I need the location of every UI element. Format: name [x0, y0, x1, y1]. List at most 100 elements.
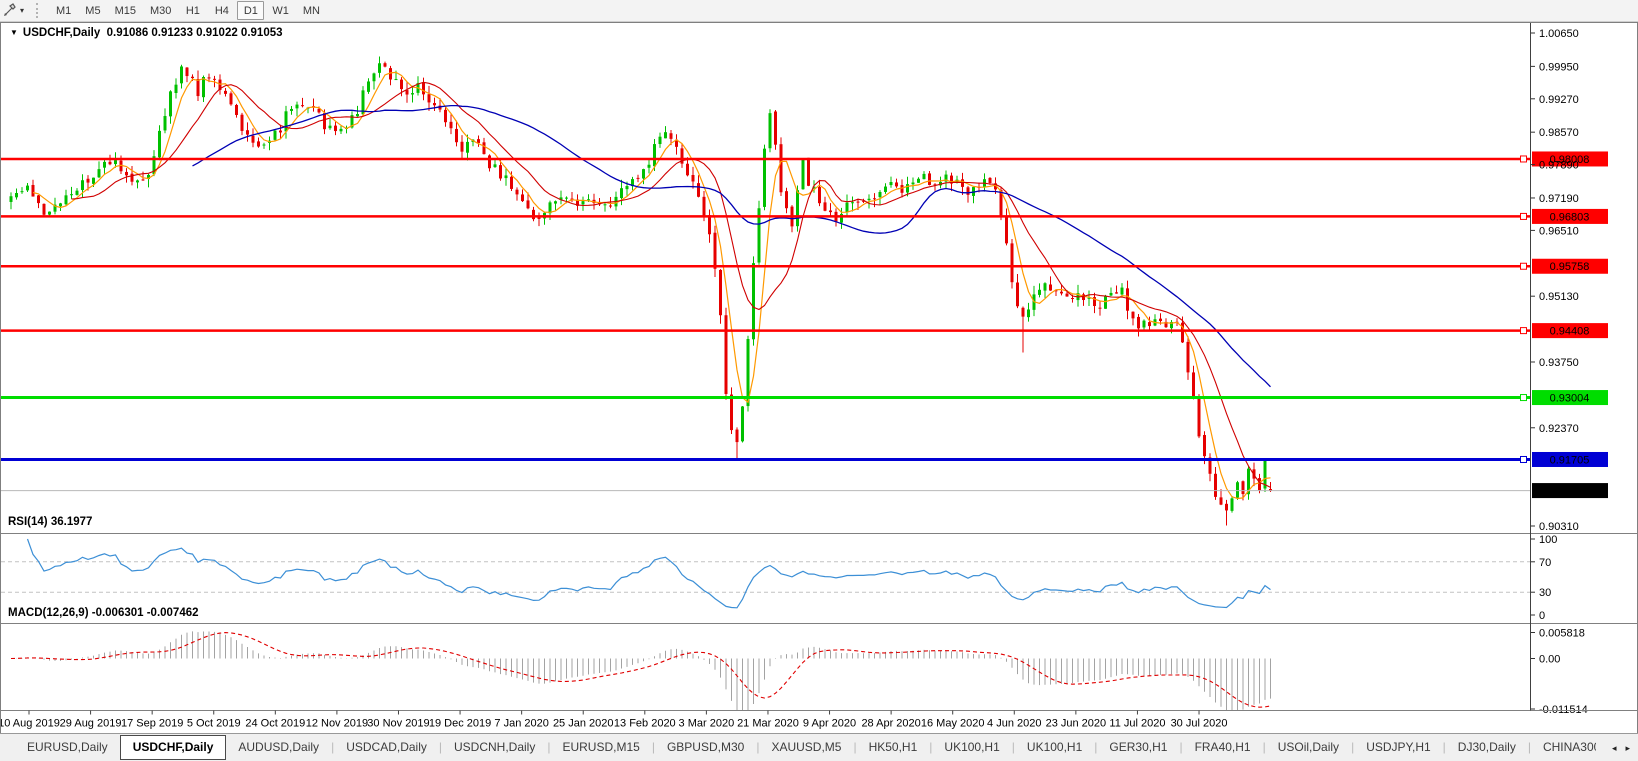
date-label: 30 Nov 2019	[367, 718, 429, 730]
date-label: 13 Feb 2020	[614, 718, 676, 730]
svg-text:0.95130: 0.95130	[1539, 291, 1579, 303]
svg-text:0.99270: 0.99270	[1539, 94, 1579, 106]
horizontal-level-line[interactable]: 0.98008	[1, 151, 1608, 167]
svg-text:0.00: 0.00	[1539, 654, 1560, 666]
timeframe-button-mn[interactable]: MN	[297, 1, 326, 20]
horizontal-level-line[interactable]: 0.93004	[1, 390, 1608, 406]
svg-text:100: 100	[1539, 534, 1557, 546]
svg-text:0.97190: 0.97190	[1539, 193, 1579, 205]
date-label: 28 Apr 2020	[861, 718, 920, 730]
svg-text:0.96803: 0.96803	[1550, 211, 1590, 223]
crosshair-icon	[4, 3, 16, 16]
timeframe-button-m5[interactable]: M5	[79, 1, 106, 20]
chart-tab-usdcad-daily[interactable]: USDCAD,Daily	[346, 740, 427, 754]
ma-12-line	[71, 81, 1271, 488]
tab-separator: |	[1351, 740, 1355, 754]
svg-text:0.90310: 0.90310	[1539, 521, 1579, 533]
tab-scroll-right-button[interactable]: ▸	[1625, 742, 1630, 753]
tab-separator: |	[929, 740, 933, 754]
timeframe-button-w1[interactable]: W1	[266, 1, 295, 20]
ma-34-line	[192, 104, 1271, 388]
toolbar-drag-handle[interactable]	[36, 3, 40, 18]
date-label: 16 May 2020	[921, 718, 985, 730]
chart-tab-eurusd-m15[interactable]: EURUSD,M15	[562, 740, 640, 754]
svg-text:0.98570: 0.98570	[1539, 127, 1579, 139]
tab-separator: |	[547, 740, 551, 754]
svg-text:1.00650: 1.00650	[1539, 28, 1579, 40]
svg-text:0.005818: 0.005818	[1539, 628, 1585, 640]
chart-tab-usdcnh-daily[interactable]: USDCNH,Daily	[454, 740, 536, 754]
tab-separator: |	[1179, 740, 1183, 754]
chart-tab-uk100-h1[interactable]: UK100,H1	[944, 740, 1000, 754]
svg-text:0.95758: 0.95758	[1550, 261, 1590, 273]
svg-text:0.91053: 0.91053	[1550, 486, 1590, 498]
timeframe-button-d1[interactable]: D1	[237, 1, 265, 20]
price-chart-canvas[interactable]: 0.98008 0.96803 0.95758 0.94408 0.93004 0.917…	[1, 23, 1637, 733]
date-label: 3 Mar 2020	[679, 718, 735, 730]
chart-tab-ger30-h1[interactable]: GER30,H1	[1109, 740, 1168, 754]
date-label: 7 Jan 2020	[494, 718, 548, 730]
chart-tabs: EURUSD,Daily USDCHF,Daily AUDUSD,Daily | USD…	[15, 735, 1638, 760]
date-label: 29 Aug 2019	[60, 718, 122, 730]
chart-tab-usoil-daily[interactable]: USOil,Daily	[1277, 740, 1340, 754]
chart-tab-gbpusd-m30[interactable]: GBPUSD,M30	[666, 740, 745, 754]
date-label: 19 Dec 2019	[429, 718, 491, 730]
date-label: 25 Jan 2020	[553, 718, 614, 730]
timeframe-button-m15[interactable]: M15	[109, 1, 142, 20]
svg-text:0.99950: 0.99950	[1539, 61, 1579, 73]
svg-text:0.93004: 0.93004	[1550, 393, 1590, 405]
tab-separator: |	[756, 740, 760, 754]
date-label: 11 Jul 2020	[1109, 718, 1165, 730]
tab-scroll-arrows: ◂ ▸	[1596, 735, 1638, 761]
timeframe-button-h1[interactable]: H1	[179, 1, 206, 20]
crosshair-tool-button[interactable]: ▾	[1, 2, 26, 19]
svg-text:0.98008: 0.98008	[1550, 154, 1590, 166]
chart-tab-audusd-daily[interactable]: AUDUSD,Daily	[238, 740, 320, 754]
svg-text:0.92370: 0.92370	[1539, 423, 1579, 435]
date-label: 9 Apr 2020	[803, 718, 856, 730]
date-label: 5 Oct 2019	[187, 718, 241, 730]
date-label: 30 Jul 2020	[1171, 718, 1228, 730]
svg-text:0.93750: 0.93750	[1539, 357, 1579, 369]
chart-tab-xauusd-m5[interactable]: XAUUSD,M5	[771, 740, 842, 754]
chart-tab-hk50-h1[interactable]: HK50,H1	[868, 740, 918, 754]
tab-scroll-left-button[interactable]: ◂	[1611, 742, 1617, 753]
chart-tab-fra40-h1[interactable]: FRA40,H1	[1194, 740, 1251, 754]
date-label: 12 Nov 2019	[306, 718, 368, 730]
current-price-line: 0.91053	[1, 483, 1608, 499]
tab-separator: |	[651, 740, 655, 754]
date-label: 21 Mar 2020	[737, 718, 799, 730]
candlestick-series	[9, 56, 1272, 526]
tab-separator: |	[331, 740, 335, 754]
svg-text:70: 70	[1539, 557, 1551, 569]
timeframe-button-m30[interactable]: M30	[144, 1, 177, 20]
tab-separator: |	[1011, 740, 1015, 754]
horizontal-level-line[interactable]: 0.91705	[1, 451, 1608, 467]
horizontal-level-line[interactable]: 0.94408	[1, 323, 1608, 339]
chart-tab-usdjpy-h1[interactable]: USDJPY,H1	[1366, 740, 1431, 754]
date-label: 17 Sep 2019	[121, 718, 183, 730]
svg-text:0: 0	[1539, 610, 1545, 622]
timeframe-button-m1[interactable]: M1	[50, 1, 77, 20]
svg-text:0.91705: 0.91705	[1550, 454, 1590, 466]
rsi-line	[26, 538, 1271, 609]
chart-window: 0.98008 0.96803 0.95758 0.94408 0.93004 0.917…	[0, 22, 1638, 733]
tab-separator: |	[438, 740, 442, 754]
chart-tab-uk100-h1[interactable]: UK100,H1	[1026, 740, 1083, 754]
timeframe-button-h4[interactable]: H4	[208, 1, 235, 20]
tab-separator: |	[1442, 740, 1446, 754]
ma-5-line	[32, 71, 1271, 500]
chart-tab-eurusd-daily[interactable]: EURUSD,Daily	[27, 740, 108, 754]
timeframe-button-group: M1 M5 M15 M30 H1 H4 D1 W1 MN	[49, 1, 327, 20]
horizontal-level-line[interactable]: 0.95758	[1, 258, 1608, 274]
tab-separator: |	[1527, 740, 1531, 754]
tab-separator: |	[1262, 740, 1266, 754]
svg-text:30: 30	[1539, 587, 1551, 599]
chart-tab-usdchf-daily[interactable]: USDCHF,Daily	[119, 735, 227, 760]
time-axis: 10 Aug 2019 29 Aug 2019 17 Sep 2019 5 Oct 2…	[1, 710, 1228, 730]
horizontal-level-line[interactable]: 0.96803	[1, 208, 1608, 224]
tab-separator: |	[853, 740, 857, 754]
chart-tab-dj30-daily[interactable]: DJ30,Daily	[1457, 740, 1516, 754]
top-toolbar: ▾ M1 M5 M15 M30 H1 H4 D1 W1 MN	[0, 0, 1638, 22]
